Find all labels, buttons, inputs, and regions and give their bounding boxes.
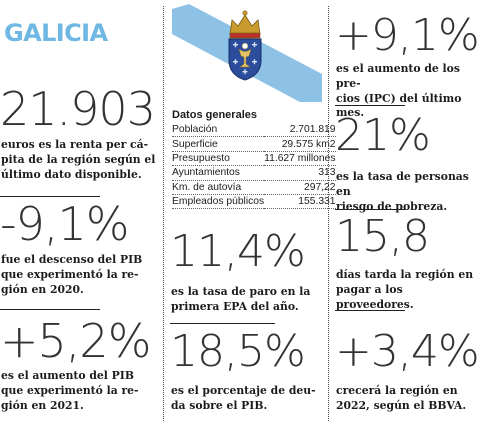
table-row: Km. de autovía 297,22 bbox=[172, 180, 336, 195]
column-middle: Datos generales Población 2.701.819 Super… bbox=[170, 0, 336, 428]
debt-value: 18,5% bbox=[170, 326, 306, 377]
rent-per-capita-caption: euros es la renta per cá- pita de la reg… bbox=[1, 138, 156, 181]
column-left: GALICIA 21.903 euros es la renta per cá-… bbox=[0, 0, 158, 428]
flag-graphic bbox=[172, 4, 322, 102]
gdp-growth-value: +5,2% bbox=[0, 314, 151, 368]
payment-days-caption: días tarda la región en pagar a los prov… bbox=[336, 268, 474, 311]
poverty-caption: es la tasa de personas en riesgo de pobr… bbox=[336, 170, 469, 213]
general-data-table: Población 2.701.819 Superficie 29.575 km2 … bbox=[172, 123, 336, 210]
gdp-decline-value: -9,1% bbox=[0, 197, 129, 251]
column-right: +9,1% es el aumento de los pre- cios (IP… bbox=[335, 0, 482, 428]
coat-of-arms-icon bbox=[228, 10, 262, 81]
ipc-caption: es el aumento de los pre- cios (IPC) del… bbox=[336, 62, 462, 120]
divider bbox=[335, 209, 405, 210]
growth-forecast-value: +3,4% bbox=[335, 326, 480, 377]
ipc-value: +9,1% bbox=[335, 10, 480, 61]
poverty-value: 21% bbox=[335, 110, 431, 161]
divider bbox=[335, 310, 405, 311]
table-row: Empleados públicos 155.331 bbox=[172, 194, 336, 210]
payment-days-value: 15,8 bbox=[335, 211, 430, 262]
table-row: Población 2.701.819 bbox=[172, 123, 336, 138]
region-title: GALICIA bbox=[4, 19, 108, 47]
unemployment-caption: es la tasa de paro en la primera EPA del… bbox=[171, 285, 311, 313]
divider bbox=[0, 309, 100, 310]
gdp-decline-caption: fue el descenso del PIB que experimentó … bbox=[1, 253, 143, 296]
galicia-flag bbox=[172, 4, 322, 102]
table-row: Ayuntamientos 313 bbox=[172, 165, 336, 181]
divider bbox=[170, 323, 275, 324]
debt-caption: es el porcentaje de deu- da sobre el PIB… bbox=[171, 384, 316, 412]
divider bbox=[0, 196, 100, 197]
column-separator bbox=[328, 6, 329, 421]
column-separator bbox=[163, 6, 164, 421]
rent-per-capita-value: 21.903 bbox=[0, 82, 156, 136]
unemployment-value: 11,4% bbox=[170, 226, 306, 277]
table-row: Superficie 29.575 km2 bbox=[172, 136, 336, 152]
growth-forecast-caption: crecerá la región en 2022, según el BBVA… bbox=[336, 384, 467, 412]
divider bbox=[335, 105, 405, 106]
gdp-growth-caption: es el aumento del PIB que experimentó la… bbox=[1, 369, 139, 412]
table-row: Presupuesto 11.627 millones bbox=[172, 151, 336, 167]
table-title: Datos generales bbox=[172, 109, 257, 121]
